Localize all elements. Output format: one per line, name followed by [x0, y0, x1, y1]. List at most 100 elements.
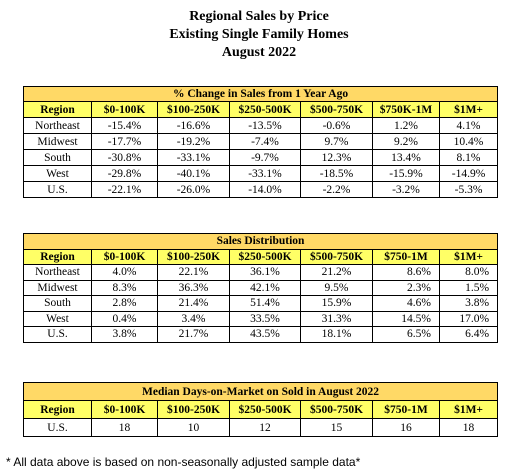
column-header: $1M+: [438, 248, 499, 265]
value-cell: 36.1%: [229, 264, 301, 281]
value-cell: 3.4%: [157, 310, 230, 327]
table-row: South 2.8% 21.4% 51.4% 15.9% 4.6% 3.8%: [23, 295, 499, 312]
value-cell: 18.1%: [300, 326, 373, 343]
region-cell: Midwest: [23, 279, 92, 296]
header-row: Region $0-100K $100-250K $250-500K $500-750K…: [23, 101, 499, 118]
column-header: $500-750K: [300, 248, 373, 265]
column-header: $750-1M: [372, 248, 440, 265]
value-cell: -15.4%: [91, 117, 158, 134]
table-caption: Median Days-on-Market on Sold in August …: [22, 382, 499, 401]
value-cell: 3.8%: [91, 326, 158, 343]
value-cell: 15: [300, 418, 373, 437]
column-header: $100-250K: [157, 400, 230, 419]
value-cell: 4.1%: [438, 117, 499, 134]
value-cell: 3.8%: [438, 295, 499, 312]
value-cell: -14.9%: [438, 165, 499, 182]
value-cell: 13.4%: [372, 149, 440, 166]
region-cell: U.S.: [23, 326, 92, 343]
value-cell: 43.5%: [229, 326, 301, 343]
value-cell: -9.7%: [229, 149, 301, 166]
value-cell: 8.3%: [91, 279, 158, 296]
column-header: $500-750K: [300, 101, 373, 118]
value-cell: 9.7%: [300, 133, 373, 150]
region-cell: U.S.: [23, 418, 92, 437]
table-row: U.S. 3.8% 21.7% 43.5% 18.1% 6.5% 6.4%: [23, 326, 499, 343]
table-row: U.S. 18 10 12 15 16 18: [23, 418, 499, 437]
value-cell: 1.5%: [438, 279, 499, 296]
report-title: Regional Sales by Price Existing Single …: [0, 8, 518, 62]
column-header: Region: [23, 248, 92, 265]
value-cell: 18: [91, 418, 158, 437]
value-cell: 9.5%: [300, 279, 373, 296]
value-cell: 8.0%: [438, 264, 499, 281]
value-cell: 21.7%: [157, 326, 230, 343]
value-cell: 6.4%: [438, 326, 499, 343]
value-cell: -19.2%: [157, 133, 230, 150]
footnote: * All data above is based on non-seasona…: [6, 455, 361, 469]
table-row: Midwest 8.3% 36.3% 42.1% 9.5% 2.3% 1.5%: [23, 279, 499, 296]
value-cell: -18.5%: [300, 165, 373, 182]
title-line-2: Existing Single Family Homes: [169, 27, 349, 42]
value-cell: -5.3%: [438, 181, 499, 198]
value-cell: 10: [157, 418, 230, 437]
value-cell: -17.7%: [91, 133, 158, 150]
value-cell: 17.0%: [438, 310, 499, 327]
region-cell: Midwest: [23, 133, 92, 150]
value-cell: 1.2%: [372, 117, 440, 134]
value-cell: -3.2%: [372, 181, 440, 198]
value-cell: 4.0%: [91, 264, 158, 281]
value-cell: 12.3%: [300, 149, 373, 166]
value-cell: -13.5%: [229, 117, 301, 134]
pct-change-table: % Change in Sales from 1 Year Ago Region…: [22, 86, 499, 198]
value-cell: -29.8%: [91, 165, 158, 182]
table-row: Northeast -15.4% -16.6% -13.5% -0.6% 1.2% 4.1%: [23, 117, 499, 134]
value-cell: 8.6%: [372, 264, 440, 281]
value-cell: 16: [372, 418, 440, 437]
value-cell: 10.4%: [438, 133, 499, 150]
value-cell: 21.2%: [300, 264, 373, 281]
value-cell: 21.4%: [157, 295, 230, 312]
value-cell: -26.0%: [157, 181, 230, 198]
column-header: $0-100K: [91, 248, 158, 265]
value-cell: 18: [438, 418, 499, 437]
column-header: $750-1M: [372, 400, 440, 419]
value-cell: 2.8%: [91, 295, 158, 312]
column-header: $0-100K: [91, 101, 158, 118]
region-cell: Northeast: [23, 264, 92, 281]
region-cell: South: [23, 149, 92, 166]
value-cell: -7.4%: [229, 133, 301, 150]
value-cell: 31.3%: [300, 310, 373, 327]
value-cell: 33.5%: [229, 310, 301, 327]
days-on-market-table: Median Days-on-Market on Sold in August …: [22, 382, 499, 437]
table-row: Northeast 4.0% 22.1% 36.1% 21.2% 8.6% 8.0%: [23, 264, 499, 281]
table-caption: Sales Distribution: [22, 233, 499, 250]
table-row: West 0.4% 3.4% 33.5% 31.3% 14.5% 17.0%: [23, 310, 499, 327]
value-cell: -22.1%: [91, 181, 158, 198]
value-cell: 12: [229, 418, 301, 437]
value-cell: 15.9%: [300, 295, 373, 312]
value-cell: -16.6%: [157, 117, 230, 134]
column-header: $0-100K: [91, 400, 158, 419]
value-cell: -33.1%: [229, 165, 301, 182]
column-header: $100-250K: [157, 101, 230, 118]
value-cell: 14.5%: [372, 310, 440, 327]
sales-distribution-table: Sales Distribution Region $0-100K $100-250…: [22, 233, 499, 343]
title-line-3: August 2022: [221, 45, 297, 60]
column-header: Region: [23, 400, 92, 419]
value-cell: -0.6%: [300, 117, 373, 134]
value-cell: -14.0%: [229, 181, 301, 198]
value-cell: 6.5%: [372, 326, 440, 343]
region-cell: West: [23, 165, 92, 182]
value-cell: -15.9%: [372, 165, 440, 182]
table-row: Midwest -17.7% -19.2% -7.4% 9.7% 9.2% 10.4%: [23, 133, 499, 150]
column-header: $1M+: [438, 101, 499, 118]
value-cell: 22.1%: [157, 264, 230, 281]
value-cell: 51.4%: [229, 295, 301, 312]
value-cell: 0.4%: [91, 310, 158, 327]
header-row: Region $0-100K $100-250K $250-500K $500-750K…: [23, 248, 499, 265]
value-cell: 36.3%: [157, 279, 230, 296]
column-header: $250-500K: [229, 101, 301, 118]
value-cell: -40.1%: [157, 165, 230, 182]
header-row: Region $0-100K $100-250K $250-500K $500-750K…: [23, 400, 499, 419]
title-line-1: Regional Sales by Price: [189, 9, 329, 24]
